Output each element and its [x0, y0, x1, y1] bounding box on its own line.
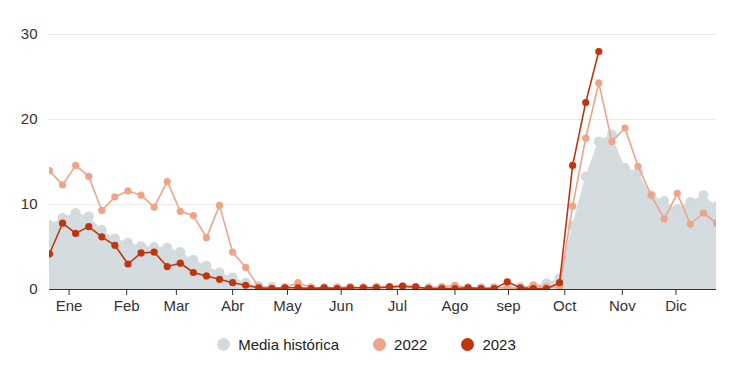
svg-text:10: 10 [21, 195, 38, 212]
html-text:2022: 2022 [394, 336, 428, 353]
svg-text:Ene: Ene [56, 297, 83, 314]
svg-text:Abr: Abr [221, 297, 244, 314]
svg-text:0: 0 [29, 280, 37, 297]
svg-text:Mar: Mar [163, 297, 189, 314]
svg-text:Jun: Jun [329, 297, 353, 314]
svg-text:Jul: Jul [388, 297, 407, 314]
html-text:2023: 2023 [482, 336, 516, 353]
svg-text:20: 20 [21, 110, 38, 127]
svg-text:Ago: Ago [442, 297, 469, 314]
svg-text:Dic: Dic [665, 297, 687, 314]
svg-text:sep: sep [496, 297, 520, 314]
svg-text:30: 30 [21, 25, 38, 42]
svg-text:Feb: Feb [114, 297, 140, 314]
svg-text:May: May [273, 297, 302, 314]
svg-text:Oct: Oct [553, 297, 577, 314]
svg-text:Nov: Nov [609, 297, 636, 314]
html-text:Media histórica: Media histórica [238, 336, 340, 353]
